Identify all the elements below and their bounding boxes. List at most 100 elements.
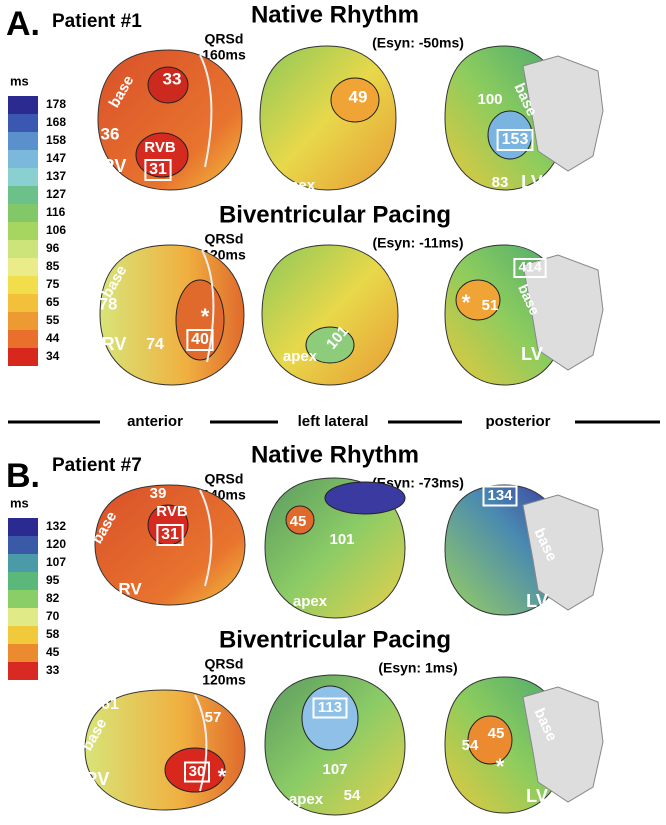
esyn-value: (Esyn: -50ms) xyxy=(372,35,464,51)
label-box xyxy=(513,258,547,278)
colorbar-tick: 158 xyxy=(46,133,66,147)
colorbar-tick: 65 xyxy=(46,295,60,309)
heart-surface xyxy=(259,45,397,191)
heart-label: 414 xyxy=(518,259,542,275)
colorbar-tick: 82 xyxy=(46,591,60,605)
activation-region xyxy=(324,481,406,515)
patient-title: Patient #7 xyxy=(52,455,142,476)
colorbar-tick: 107 xyxy=(46,555,66,569)
esyn-value: (Esyn: -11ms) xyxy=(372,235,463,251)
valve-plane xyxy=(522,494,604,611)
qrsd-label: QRSd xyxy=(205,231,244,247)
colorbar-swatch xyxy=(8,626,38,644)
colorbar-swatch xyxy=(8,96,38,114)
row-title: Native Rhythm xyxy=(251,441,419,468)
heart-label: 51 xyxy=(482,297,499,314)
colorbar-swatch xyxy=(8,114,38,132)
valve-plane xyxy=(522,686,604,803)
heart-surface xyxy=(97,49,243,191)
heart-label: RV xyxy=(85,769,110,789)
heart-label: 57 xyxy=(205,709,222,726)
activation-region xyxy=(135,132,189,178)
heart-label: RV xyxy=(102,156,127,176)
colorbar-swatch xyxy=(8,132,38,150)
heart-label: LV xyxy=(521,344,543,364)
qrsd-value: 120ms xyxy=(202,672,246,688)
heart-label: 78 xyxy=(99,294,118,313)
patient-title: Patient #1 xyxy=(52,11,142,32)
colorbar-unit: ms xyxy=(10,495,29,510)
heart-label: LV xyxy=(526,591,548,611)
heart-label: 45 xyxy=(290,513,307,530)
row-title: Biventricular Pacing xyxy=(219,626,451,653)
heart-label: 100 xyxy=(477,91,502,108)
heart-label: RV xyxy=(118,579,142,598)
heart-label: LV xyxy=(526,786,548,806)
heart-label: apex xyxy=(283,348,318,365)
colorbar-tick: 75 xyxy=(46,277,60,291)
colorbar-swatch xyxy=(8,276,38,294)
heart-label: apex xyxy=(289,791,324,808)
qrsd-value: 160ms xyxy=(202,47,246,63)
colorbar-tick: 85 xyxy=(46,259,60,273)
label-box xyxy=(144,159,172,181)
heart-label: * xyxy=(496,754,505,779)
colorbar-swatch xyxy=(8,518,38,536)
panel-label: A. xyxy=(6,5,40,43)
heart-label: RVB xyxy=(156,503,188,520)
heart-label: 54 xyxy=(462,737,479,754)
heart-label: LV xyxy=(521,172,543,192)
valve-plane xyxy=(522,254,604,371)
colorbar-tick: 45 xyxy=(46,645,60,659)
qrsd-label: QRSd xyxy=(205,471,244,487)
colorbar-swatch xyxy=(8,608,38,626)
heart-label: 74 xyxy=(146,336,164,353)
colorbar-swatch xyxy=(8,662,38,680)
colorbar-swatch xyxy=(8,258,38,276)
colorbar-swatch xyxy=(8,150,38,168)
colorbar-tick: 168 xyxy=(46,115,66,129)
activation-region xyxy=(285,505,315,535)
heart-label: 54 xyxy=(344,787,361,804)
colorbar-swatch xyxy=(8,204,38,222)
colorbar-swatch xyxy=(8,644,38,662)
label-box xyxy=(482,485,518,507)
colorbar-swatch xyxy=(8,348,38,366)
heart-label: apex xyxy=(281,177,316,194)
colorbar-tick: 137 xyxy=(46,169,66,183)
panel-label: B. xyxy=(6,457,40,495)
heart-label: 30 xyxy=(189,763,206,780)
esyn-value: (Esyn: -73ms) xyxy=(372,475,464,491)
colorbar-tick: 132 xyxy=(46,519,66,533)
heart-label: 39 xyxy=(150,485,167,502)
activation-region xyxy=(467,715,513,765)
colorbar-tick: 116 xyxy=(46,205,66,219)
heart-label: 83 xyxy=(492,174,509,191)
heart-label: 36 xyxy=(101,124,120,143)
view-label: anterior xyxy=(127,413,183,430)
activation-region xyxy=(305,326,355,364)
colorbar-tick: 147 xyxy=(46,151,66,165)
septum-line xyxy=(199,54,213,168)
heart-label: RVB xyxy=(144,139,176,156)
heart-label: * xyxy=(201,304,210,329)
heart-label: 101 xyxy=(329,531,354,548)
label-box xyxy=(496,129,534,151)
heart-label: RV xyxy=(102,334,127,354)
view-label: posterior xyxy=(485,413,550,430)
heart-label: 107 xyxy=(322,761,347,778)
colorbar-swatch xyxy=(8,536,38,554)
colorbar-swatch xyxy=(8,222,38,240)
colorbar-unit: ms xyxy=(10,73,29,88)
qrsd-label: QRSd xyxy=(205,656,244,672)
septum-line xyxy=(199,489,213,587)
colorbar-swatch xyxy=(8,590,38,608)
colorbar-tick: 44 xyxy=(46,331,60,345)
heart-label: 153 xyxy=(502,131,529,148)
colorbar-swatch xyxy=(8,572,38,590)
colorbar-swatch xyxy=(8,168,38,186)
colorbar-tick: 55 xyxy=(46,313,60,327)
colorbar-swatch xyxy=(8,240,38,258)
heart-label: 61 xyxy=(101,696,119,713)
